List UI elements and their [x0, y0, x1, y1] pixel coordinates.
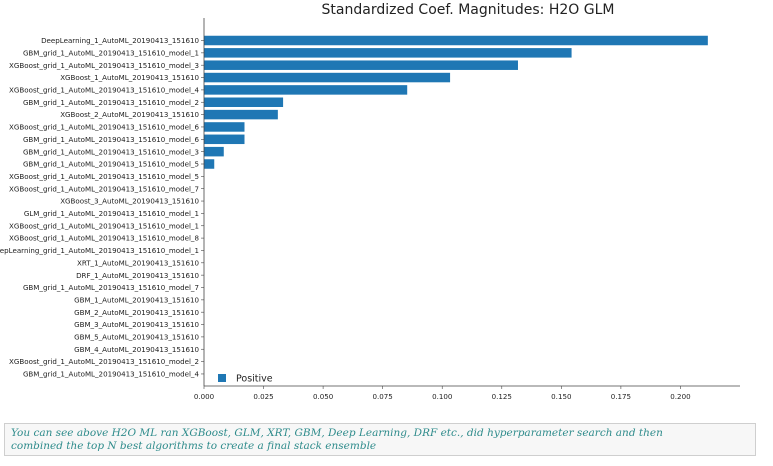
legend-swatch	[218, 374, 226, 382]
bar	[204, 60, 518, 70]
y-tick-label: GBM_4_AutoML_20190413_151610	[74, 345, 199, 354]
y-tick-label: XRT_1_AutoML_20190413_151610	[77, 258, 200, 267]
y-tick-label: DeepLearning_grid_1_AutoML_20190413_1516…	[0, 246, 199, 255]
y-tick-label: XGBoost_3_AutoML_20190413_151610	[60, 197, 199, 206]
y-tick-label: XGBoost_grid_1_AutoML_20190413_151610_mo…	[9, 221, 199, 230]
y-tick-label: XGBoost_1_AutoML_20190413_151610	[60, 73, 199, 82]
x-tick-label: 0.000	[194, 392, 215, 401]
bar	[204, 159, 215, 169]
y-tick-label: GBM_grid_1_AutoML_20190413_151610_model_…	[23, 98, 199, 107]
bar	[204, 72, 451, 83]
x-tick-label: 0.075	[373, 392, 393, 401]
x-tick-label: 0.150	[551, 392, 572, 401]
bar	[204, 35, 708, 46]
x-tick-label: 0.025	[253, 392, 273, 401]
x-tick-label: 0.125	[492, 392, 512, 401]
y-tick-label: GBM_3_AutoML_20190413_151610	[74, 320, 199, 329]
y-tick-label: GBM_grid_1_AutoML_20190413_151610_model_…	[23, 135, 200, 144]
bar	[204, 48, 572, 58]
y-tick-label: GBM_grid_1_AutoML_20190413_151610_model_…	[23, 283, 199, 292]
y-tick-label: XGBoost_grid_1_AutoML_20190413_151610_mo…	[9, 184, 199, 193]
y-tick-label: GBM_grid_1_AutoML_20190413_151610_model_…	[23, 370, 200, 379]
bar	[204, 146, 224, 157]
caption-text: You can see above H2O ML ran XGBoost, GL…	[11, 427, 663, 452]
y-tick-label: DeepLearning_1_AutoML_20190413_151610	[41, 36, 199, 45]
y-tick-label: GBM_2_AutoML_20190413_151610	[74, 308, 199, 317]
bar	[204, 85, 408, 95]
y-tick-label: GBM_grid_1_AutoML_20190413_151610_model_…	[23, 160, 199, 169]
bar	[204, 122, 245, 132]
y-tick-label: XGBoost_grid_1_AutoML_20190413_151610_mo…	[9, 86, 199, 95]
chart-title: Standardized Coef. Magnitudes: H2O GLM	[322, 2, 615, 18]
y-tick-label: GBM_5_AutoML_20190413_151610	[74, 333, 199, 342]
y-tick-label: GLM_grid_1_AutoML_20190413_151610_model_…	[24, 209, 199, 218]
x-tick-label: 0.050	[313, 392, 334, 401]
markdown-cell: You can see above H2O ML ran XGBoost, GL…	[4, 423, 756, 456]
bar	[204, 134, 245, 145]
y-tick-label: XGBoost_grid_1_AutoML_20190413_151610_mo…	[9, 123, 199, 132]
y-tick-label: XGBoost_grid_1_AutoML_20190413_151610_mo…	[9, 172, 199, 181]
y-tick-label: GBM_grid_1_AutoML_20190413_151610_model_…	[23, 147, 199, 156]
y-tick-label: GBM_grid_1_AutoML_20190413_151610_model_…	[23, 48, 199, 57]
y-tick-label: XGBoost_grid_1_AutoML_20190413_151610_mo…	[9, 357, 199, 366]
x-tick-label: 0.175	[611, 392, 631, 401]
bar	[204, 97, 284, 107]
x-tick-label: 0.200	[670, 392, 691, 401]
bar	[204, 109, 278, 120]
y-tick-label: XGBoost_grid_1_AutoML_20190413_151610_mo…	[9, 61, 199, 70]
y-tick-label: DRF_1_AutoML_20190413_151610	[76, 271, 199, 280]
y-tick-label: XGBoost_2_AutoML_20190413_151610	[60, 110, 199, 119]
y-tick-label: GBM_1_AutoML_20190413_151610	[74, 295, 199, 304]
chart: Standardized Coef. Magnitudes: H2O GLM D…	[0, 2, 740, 401]
x-tick-label: 0.100	[432, 392, 453, 401]
legend-label: Positive	[236, 374, 273, 385]
y-tick-label: XGBoost_grid_1_AutoML_20190413_151610_mo…	[9, 234, 199, 243]
